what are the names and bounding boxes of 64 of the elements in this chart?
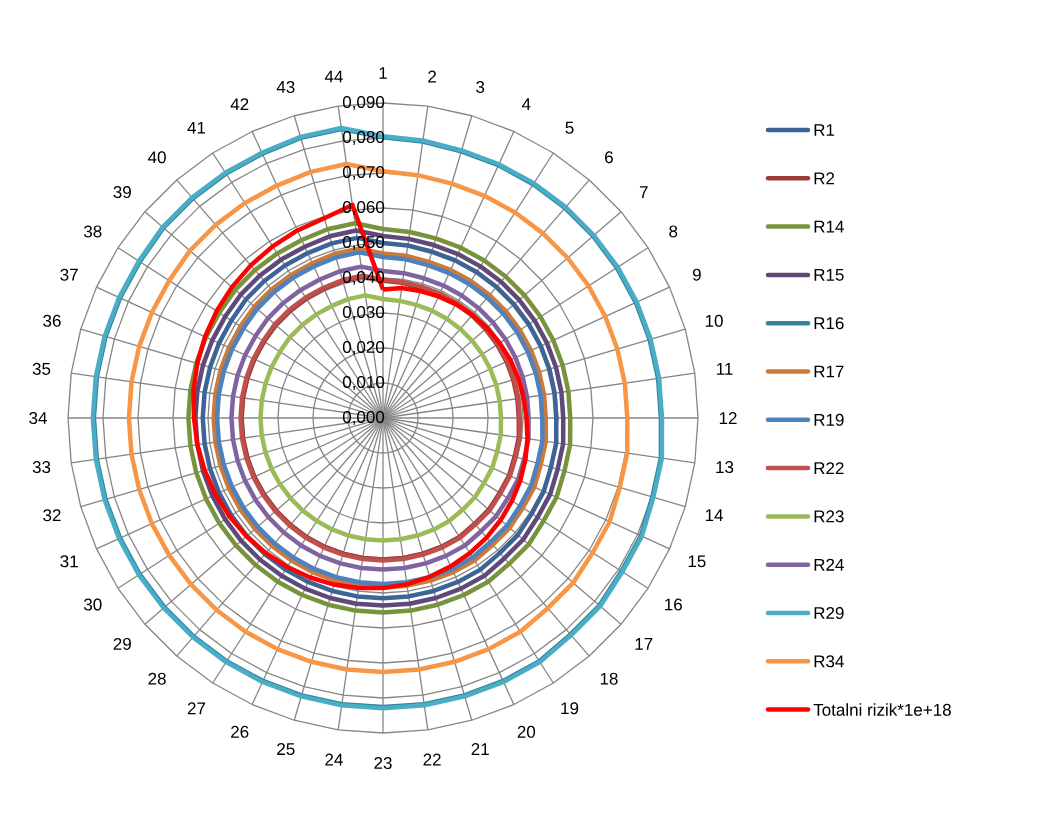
spoke-label: 14 bbox=[705, 509, 723, 522]
spoke-label: 10 bbox=[705, 314, 723, 327]
legend-label: R15 bbox=[814, 268, 844, 281]
y-tick-label: 0,010 bbox=[342, 375, 385, 391]
spoke-label: 22 bbox=[423, 753, 441, 766]
spoke-label: 9 bbox=[692, 268, 701, 281]
spoke-label: 15 bbox=[688, 555, 706, 568]
legend-label: R23 bbox=[814, 510, 844, 523]
spoke-label: 41 bbox=[187, 121, 206, 134]
spoke-label: 24 bbox=[325, 753, 343, 766]
spoke-label: 8 bbox=[669, 225, 678, 238]
spoke-label: 35 bbox=[32, 362, 51, 375]
y-tick-label: 0,090 bbox=[342, 95, 385, 111]
spoke-label: 28 bbox=[148, 672, 166, 685]
y-tick-label: 0,030 bbox=[342, 305, 385, 321]
y-tick-label: 0,080 bbox=[342, 130, 385, 146]
spoke-label: 29 bbox=[113, 637, 131, 650]
spoke-label: 16 bbox=[665, 598, 682, 611]
legend-label: R16 bbox=[814, 317, 844, 330]
spoke-label: 40 bbox=[148, 151, 166, 164]
legend-label: Totalni rizik*1e+18 bbox=[813, 703, 951, 716]
y-tick-label: 0,070 bbox=[342, 165, 385, 181]
spoke-label: 25 bbox=[277, 743, 295, 756]
y-tick-label: 0,020 bbox=[342, 340, 385, 356]
spoke-label: 5 bbox=[565, 121, 574, 134]
spoke-label: 20 bbox=[517, 725, 536, 738]
legend-label: R24 bbox=[814, 558, 844, 571]
spoke-label: 6 bbox=[605, 151, 613, 164]
spoke-label: 26 bbox=[231, 725, 249, 738]
y-tick-label: 0,000 bbox=[342, 410, 385, 426]
spoke-label: 3 bbox=[476, 80, 485, 93]
spoke-label: 33 bbox=[32, 461, 51, 474]
spoke-label: 12 bbox=[719, 412, 737, 424]
legend-label: R29 bbox=[814, 606, 844, 620]
spoke-label: 17 bbox=[635, 638, 653, 650]
spoke-label: 34 bbox=[29, 411, 47, 425]
spoke-label: 13 bbox=[716, 461, 734, 474]
legend-label: R34 bbox=[814, 655, 844, 668]
spoke-label: 31 bbox=[60, 555, 78, 568]
spoke-label: 4 bbox=[521, 98, 531, 111]
spoke-label: 21 bbox=[471, 743, 489, 755]
spoke-label: 38 bbox=[83, 225, 102, 238]
spoke-label: 39 bbox=[113, 186, 131, 199]
spoke-label: 1 bbox=[379, 67, 387, 79]
spoke-label: 43 bbox=[276, 80, 295, 93]
spoke-label: 32 bbox=[43, 509, 61, 522]
legend-label: R22 bbox=[814, 462, 844, 475]
spoke-label: 37 bbox=[60, 268, 78, 281]
legend-label: R19 bbox=[814, 413, 844, 426]
spoke-label: 19 bbox=[561, 702, 579, 715]
spoke-label: 18 bbox=[600, 672, 618, 685]
spoke-label: 42 bbox=[230, 98, 249, 111]
spoke-label: 30 bbox=[83, 598, 102, 611]
legend-label: R1 bbox=[814, 124, 835, 136]
spoke-label: 27 bbox=[187, 702, 206, 715]
legend-label: R2 bbox=[814, 172, 835, 185]
spoke-label: 23 bbox=[374, 756, 392, 770]
spoke-label: 44 bbox=[324, 70, 343, 83]
spoke-label: 7 bbox=[639, 186, 648, 198]
legend-label: R14 bbox=[814, 220, 844, 233]
legend-label: R17 bbox=[814, 365, 844, 378]
spoke-label: 36 bbox=[43, 314, 61, 327]
spoke-label: 11 bbox=[716, 363, 733, 375]
spoke-label: 2 bbox=[428, 70, 436, 83]
